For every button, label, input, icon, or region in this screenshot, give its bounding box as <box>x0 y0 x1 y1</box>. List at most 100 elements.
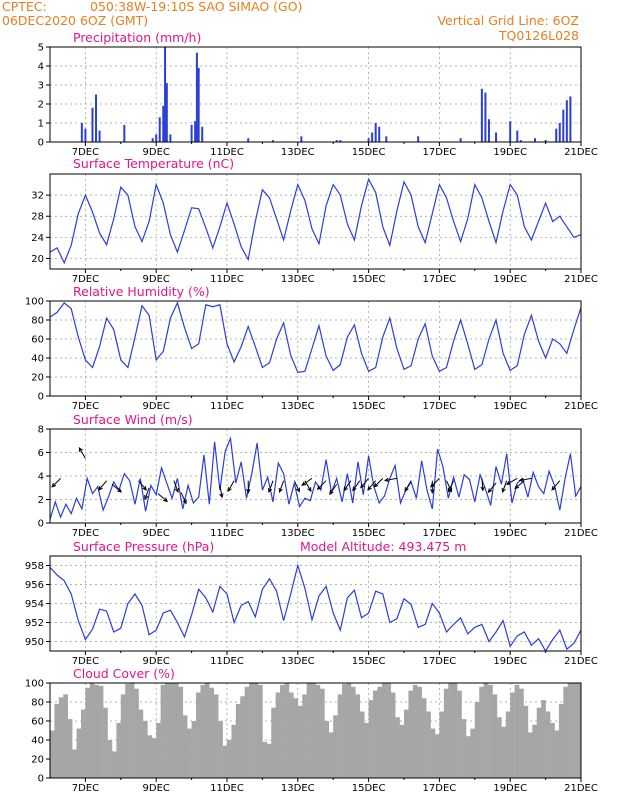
precipitation-bar <box>484 92 487 142</box>
cloud-cover-bar <box>280 684 285 778</box>
x-tick-label: 17DEC <box>423 783 457 794</box>
x-tick-label: 7DEC <box>72 656 99 667</box>
wind-vector-shaft <box>373 477 384 488</box>
wind-vector-shaft <box>343 480 352 491</box>
precipitation-bar <box>487 119 490 142</box>
wind-vector <box>301 477 313 486</box>
x-tick-label: 21DEC <box>564 147 598 158</box>
wind-vector <box>219 485 224 499</box>
wind-vector <box>360 478 369 489</box>
x-tick-label: 13DEC <box>281 274 315 285</box>
cloud-cover-bar <box>359 711 365 778</box>
precipitation-bar <box>197 67 200 142</box>
x-tick-label: 17DEC <box>423 401 457 412</box>
precipitation-bar <box>378 126 381 142</box>
x-tick-label: 11DEC <box>210 528 244 539</box>
cloud-cover-bar <box>479 686 484 778</box>
y-tick-label: 8 <box>38 425 44 436</box>
cloud-cover-bar <box>178 686 184 778</box>
cloud-cover-bar <box>373 690 378 778</box>
x-tick-label: 11DEC <box>210 401 244 412</box>
cloud-cover-bar <box>563 686 569 778</box>
x-tick-label: 15DEC <box>352 528 386 539</box>
surface-pressure-panel: Surface Pressure (hPa) Model Altitude: 4… <box>25 539 598 667</box>
precipitation-bar <box>95 94 98 142</box>
y-tick-label: 60 <box>31 335 44 346</box>
cloud-cover-bar <box>470 728 476 778</box>
cloud-cover-bar <box>218 721 223 778</box>
cloud-cover-bar <box>275 692 281 778</box>
precipitation-bar <box>495 132 498 142</box>
wind-vector-shaft <box>279 480 285 493</box>
cloud-cover-bar <box>129 683 135 778</box>
wind-vector-shaft <box>219 485 223 498</box>
cloud-cover-bar <box>257 684 263 778</box>
cloud-cover-bar <box>350 686 356 778</box>
wind-vector-shaft <box>98 480 108 491</box>
y-tick-label: 28 <box>31 212 44 223</box>
precipitation-bar <box>169 134 172 142</box>
precipitation-bar <box>164 47 167 142</box>
cloud-cover-bar <box>151 738 157 778</box>
precipitation-bar <box>123 124 126 142</box>
cloud-cover-bar <box>297 705 303 778</box>
wind-vector <box>343 480 352 492</box>
header-location: 050:38W-19:10S SAO SIMAO (GO) <box>90 0 302 14</box>
cloud-cover-bar <box>328 732 334 778</box>
cloud-cover-bar <box>63 694 68 778</box>
y-tick-label: 80 <box>31 316 44 327</box>
cloud-cover-bar <box>293 698 299 778</box>
cloud-cover-bar <box>510 692 515 778</box>
y-tick-label: 952 <box>25 618 44 629</box>
wind-vector-shaft <box>551 480 561 491</box>
wind-vector <box>367 480 377 491</box>
precipitation-bar <box>565 100 568 142</box>
cloud-cover-bar <box>266 743 272 778</box>
wind-vector-shaft <box>268 480 274 493</box>
surface-temperature-panel: Surface Temperature (nC) 20 24 28 32 7DEC 9DE… <box>31 156 598 285</box>
wind-vector-head <box>383 477 390 483</box>
wind-vector-head <box>430 482 435 488</box>
cloud-cover-bar <box>107 740 113 778</box>
header-code: TQ0126L028 <box>498 28 579 43</box>
wind-vector <box>518 477 532 483</box>
cloud-cover-bar <box>536 707 542 778</box>
precipitation-bar <box>509 121 512 142</box>
wind-vector-head <box>514 484 520 490</box>
cloud-cover-bar <box>196 692 201 778</box>
y-tick-label: 100 <box>25 679 44 690</box>
cloud-cover-bar <box>337 694 343 778</box>
precipitation-bar <box>155 134 158 142</box>
header-grid-note: Vertical Grid Line: 6OZ <box>437 13 579 28</box>
x-tick-label: 19DEC <box>493 401 527 412</box>
cloud-cover-bar <box>346 683 352 778</box>
wind-vector <box>78 446 86 459</box>
wind-vector-shaft <box>367 480 377 491</box>
series-line <box>49 177 582 265</box>
wind-vector-shaft <box>448 480 455 492</box>
cloud-cover-bar <box>395 717 400 778</box>
cloud-cover-bar <box>390 692 396 778</box>
y-tick-label: 32 <box>31 191 44 202</box>
wind-vector-head <box>551 485 556 491</box>
x-tick-label: 19DEC <box>493 656 527 667</box>
x-tick-label: 9DEC <box>143 656 170 667</box>
y-tick-label: 0 <box>38 519 44 530</box>
wind-vector-shaft <box>519 477 532 481</box>
cloud-cover-bar <box>421 698 427 778</box>
cloud-cover-bar <box>253 683 259 778</box>
precipitation-bar <box>162 105 165 142</box>
x-tick-label: 9DEC <box>143 401 170 412</box>
x-tick-label: 9DEC <box>143 274 170 285</box>
cloud-cover-bar <box>134 688 139 778</box>
wind-vector-shaft <box>430 477 440 488</box>
cloud-cover-bar <box>461 719 467 778</box>
x-tick-label: 19DEC <box>493 147 527 158</box>
cloud-cover-bar <box>249 683 254 778</box>
y-tick-label: 4 <box>38 472 44 483</box>
panel-frame <box>49 173 582 270</box>
precipitation-bar <box>201 126 204 142</box>
wind-vector-head <box>404 487 409 493</box>
wind-vector-shaft <box>144 487 150 500</box>
precipitation-bar <box>80 123 83 142</box>
